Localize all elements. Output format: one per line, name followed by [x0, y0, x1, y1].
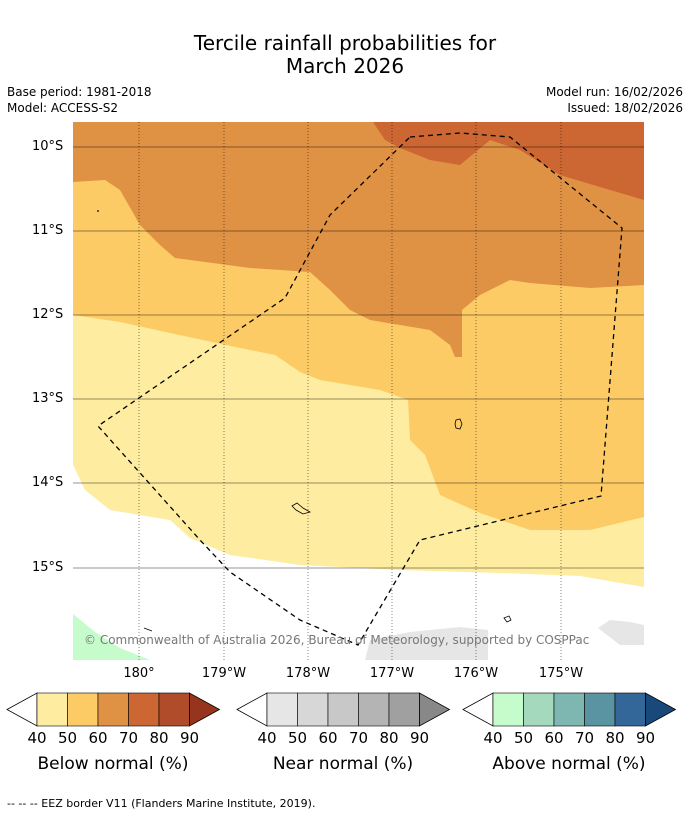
colorbar-near-tick-40: 40 — [257, 729, 276, 747]
below-60-region — [73, 122, 644, 357]
lon-label-178w: 178°W — [285, 666, 331, 681]
graticule — [73, 146, 644, 569]
near-40-region-2 — [598, 620, 644, 645]
colorbar-above-tick-90: 90 — [636, 729, 655, 747]
colorbar-below-low-arrow — [6, 692, 38, 727]
model-name: Model: ACCESS-S2 — [7, 101, 119, 115]
colorbar-above-high-arrow — [645, 692, 677, 727]
lat-label-14s: 14°S — [32, 475, 64, 490]
colorbar-below-tick-40: 40 — [27, 729, 46, 747]
island-b — [291, 502, 312, 515]
lon-label-180: 180° — [123, 666, 155, 681]
near-40-region-1 — [365, 627, 488, 660]
colorbar-near-tick-50: 50 — [288, 729, 307, 747]
lat-label-11s: 11°S — [32, 223, 64, 238]
colorbar-above-box-80 — [614, 692, 646, 727]
colorbar-below-tick-50: 50 — [58, 729, 77, 747]
colorbar-below-box-70 — [128, 692, 160, 727]
copyright: © Commonwealth of Australia 2026, Bureau… — [84, 633, 590, 647]
meta-right: Model run: 16/02/2026 Issued: 18/02/2026 — [546, 84, 683, 116]
colorbar-above-box-60 — [553, 692, 585, 727]
colorbar-near-box-60 — [327, 692, 359, 727]
colorbar-above-box-50 — [523, 692, 555, 727]
meta-left: Base period: 1981-2018 Model: ACCESS-S2 — [7, 84, 152, 116]
colorbar-near-low-arrow — [236, 692, 268, 727]
colorbar-above-box-40 — [492, 692, 524, 727]
colorbar-above-tick-70: 70 — [575, 729, 594, 747]
map — [73, 122, 644, 660]
lat-label-12s: 12°S — [32, 307, 64, 322]
model-run: Model run: 16/02/2026 — [545, 85, 683, 99]
lat-label-13s: 13°S — [32, 391, 64, 406]
colorbar-above-tick-40: 40 — [483, 729, 502, 747]
colorbar-near-tick-60: 60 — [318, 729, 337, 747]
colorbar-below-box-60 — [97, 692, 129, 727]
footer-note: -- -- -- EEZ border V11 (Flanders Marine… — [7, 797, 316, 810]
colorbar-near-box-50 — [297, 692, 329, 727]
island-d — [143, 627, 153, 632]
lat-label-10s: 10°S — [32, 139, 64, 154]
below-70-region — [373, 122, 644, 200]
colorbar-above-box-70 — [584, 692, 616, 727]
base-period: Base period: 1981-2018 — [7, 85, 152, 99]
issued-date: Issued: 18/02/2026 — [567, 101, 683, 115]
colorbar-below-tick-90: 90 — [180, 729, 199, 747]
title-line-1: Tercile rainfall probabilities for — [193, 31, 497, 55]
colorbar-title-above: Above normal (%) — [492, 754, 646, 774]
colorbar-title-near: Near normal (%) — [272, 754, 414, 774]
colorbar-near-tick-80: 80 — [379, 729, 398, 747]
colorbar-near-box-40 — [266, 692, 298, 727]
colorbar-below-high-arrow — [189, 692, 221, 727]
island-e — [97, 210, 99, 212]
colorbar-near-tick-70: 70 — [349, 729, 368, 747]
colorbar-below-box-50 — [67, 692, 99, 727]
colorbar-near: 40 50 60 70 80 90 — [236, 692, 451, 747]
colorbar-below-tick-70: 70 — [119, 729, 138, 747]
colorbar-above: 40 50 60 70 80 90 — [462, 692, 677, 747]
colorbar-above-tick-80: 80 — [605, 729, 624, 747]
colorbar-below: 40 50 60 70 80 90 — [6, 692, 221, 747]
colorbar-below-box-40 — [36, 692, 68, 727]
colorbar-above-tick-60: 60 — [544, 729, 563, 747]
above-40-region — [73, 614, 150, 660]
colorbar-below-box-80 — [158, 692, 190, 727]
island-a — [454, 418, 463, 430]
lon-label-177w: 177°W — [369, 666, 415, 681]
colorbar-above-tick-50: 50 — [514, 729, 533, 747]
colorbar-near-high-arrow — [419, 692, 451, 727]
title-line-2: March 2026 — [285, 54, 405, 78]
colorbar-near-box-80 — [388, 692, 420, 727]
colorbar-above-low-arrow — [462, 692, 494, 727]
lon-label-179w: 179°W — [201, 666, 247, 681]
lon-label-175w: 175°W — [538, 666, 584, 681]
island-c — [503, 615, 512, 623]
colorbar-near-tick-90: 90 — [410, 729, 429, 747]
colorbar-title-below: Below normal (%) — [37, 754, 189, 774]
colorbars: 40 50 60 70 80 90 40 50 60 70 80 90 40 50 60 70 80 90 — [6, 692, 677, 747]
lon-label-176w: 176°W — [453, 666, 499, 681]
colorbar-near-box-70 — [358, 692, 390, 727]
colorbar-below-tick-80: 80 — [149, 729, 168, 747]
lat-label-15s: 15°S — [32, 560, 64, 575]
colorbar-below-tick-60: 60 — [88, 729, 107, 747]
